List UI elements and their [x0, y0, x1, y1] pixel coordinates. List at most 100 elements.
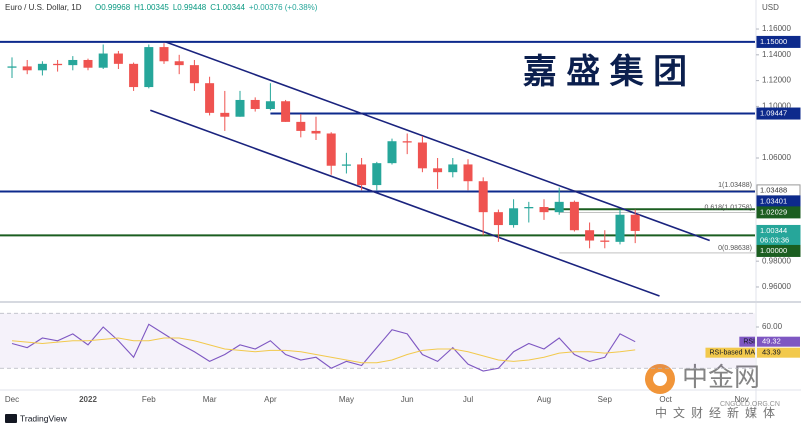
x-tick-label: Mar: [203, 395, 217, 404]
countdown: 06:03:36: [760, 235, 789, 244]
fib-label: 0.618(1.01758): [705, 205, 752, 212]
fib-label: 1(1.03488): [718, 182, 752, 189]
candle-body: [433, 168, 443, 173]
rsi-value-label: 49.32: [762, 337, 781, 346]
tradingview-logo: TradingView: [5, 413, 68, 423]
y-tick-label: 1.06000: [762, 153, 791, 162]
candle-body: [205, 83, 215, 113]
watermark: 嘉 盛 集 团: [523, 53, 687, 91]
candle-body: [129, 63, 139, 88]
rsi-y-tick-label: 60.00: [762, 322, 783, 331]
y-tick-label: 1.10000: [762, 102, 791, 111]
price-tag-label: 1.03488: [760, 185, 787, 194]
y-tick-label: 1.16000: [762, 24, 791, 33]
price-tag-label: 1.02029: [760, 207, 787, 216]
price-tag: [756, 244, 801, 257]
rsi-line: [11, 337, 636, 364]
candle-body: [600, 240, 610, 242]
chart-title: Euro / U.S. Dollar, 1D: [5, 3, 82, 12]
site-slogan: 中文财经新媒体: [655, 405, 781, 420]
x-tick-label: Jun: [401, 395, 414, 404]
candle-body: [220, 112, 230, 117]
candle-body: [174, 61, 184, 66]
x-tick-label: Sep: [598, 395, 613, 404]
candle-body: [402, 141, 412, 143]
price-tag-label: 1.15000: [760, 37, 787, 46]
logo-text: TradingView: [20, 413, 68, 423]
candle-body: [7, 66, 17, 68]
price-tag-label: 1.09447: [760, 109, 787, 118]
price-tag: [756, 206, 801, 219]
candle-body: [250, 99, 260, 109]
y-tick-label: 0.96000: [762, 282, 791, 291]
candle-body: [448, 164, 458, 173]
x-tick-label: May: [339, 395, 354, 404]
candle-body: [585, 230, 595, 241]
ohlc-value: C1.00344: [210, 3, 245, 12]
cngold-logo-inner: [653, 372, 667, 386]
rsi-value-tag: [757, 347, 800, 358]
candle-body: [372, 163, 382, 186]
logo-icon: [5, 414, 17, 423]
candle-body: [144, 47, 154, 88]
rsi-band: [0, 313, 755, 369]
candle-body: [341, 164, 351, 166]
rsi-legend-name: RSI: [743, 339, 755, 346]
x-tick-label: 2022: [79, 395, 97, 404]
candle-body: [235, 99, 245, 117]
candle-body: [311, 130, 321, 134]
candle-body: [493, 212, 503, 226]
candle-body: [387, 141, 397, 164]
candle-body: [524, 207, 534, 209]
trendline: [150, 109, 660, 297]
x-tick-label: Aug: [537, 395, 551, 404]
candle-body: [265, 101, 275, 109]
x-tick-label: Nov: [734, 395, 748, 404]
x-tick-label: Dec: [5, 395, 19, 404]
main-pane: [0, 40, 755, 297]
ohlc-value: O0.99968: [95, 3, 131, 12]
rsi-legend-name: RSI-based MA: [709, 350, 755, 357]
rsi-value-label: 43.39: [762, 348, 781, 357]
candle-body: [539, 207, 549, 213]
x-tick-label: Feb: [142, 395, 156, 404]
x-tick-label: Oct: [659, 395, 672, 404]
price-tag: [756, 35, 801, 48]
candle-body: [615, 214, 625, 242]
site-url: CNGOLD.ORG.CN: [720, 401, 780, 408]
rsi-value-tag: [757, 336, 800, 347]
ohlc-value: H1.00345: [134, 3, 169, 12]
x-tick-label: Jul: [463, 395, 473, 404]
candle-body: [463, 164, 473, 182]
candle-body: [296, 121, 306, 131]
y-tick-label: 1.12000: [762, 76, 791, 85]
ohlc-value: +0.00376 (+0.38%): [249, 3, 318, 12]
candle-body: [417, 142, 427, 169]
candle-body: [281, 101, 291, 122]
currency: USD: [762, 3, 779, 12]
candle-body: [98, 53, 108, 68]
candle-body: [83, 59, 93, 68]
ohlc-value: L0.99448: [173, 3, 207, 12]
candle-body: [159, 47, 169, 62]
trendline: [165, 41, 710, 242]
candle-body: [68, 59, 78, 66]
candle-body: [113, 53, 123, 64]
candle-body: [53, 63, 63, 66]
candle-body: [37, 63, 47, 71]
candle-body: [357, 164, 367, 186]
price-tag-label: 1.00344: [760, 226, 787, 235]
x-tick-label: Apr: [264, 395, 277, 404]
candle-body: [326, 133, 336, 166]
rsi-legend-box: [705, 347, 755, 358]
candle-body: [569, 201, 579, 231]
candle-body: [509, 208, 519, 226]
candle-body: [554, 201, 564, 213]
rsi-legend-box: [739, 336, 755, 347]
candle-body: [22, 66, 32, 71]
y-tick-label: 0.98000: [762, 256, 791, 265]
candle-body: [189, 65, 199, 84]
price-tag: [756, 107, 801, 120]
